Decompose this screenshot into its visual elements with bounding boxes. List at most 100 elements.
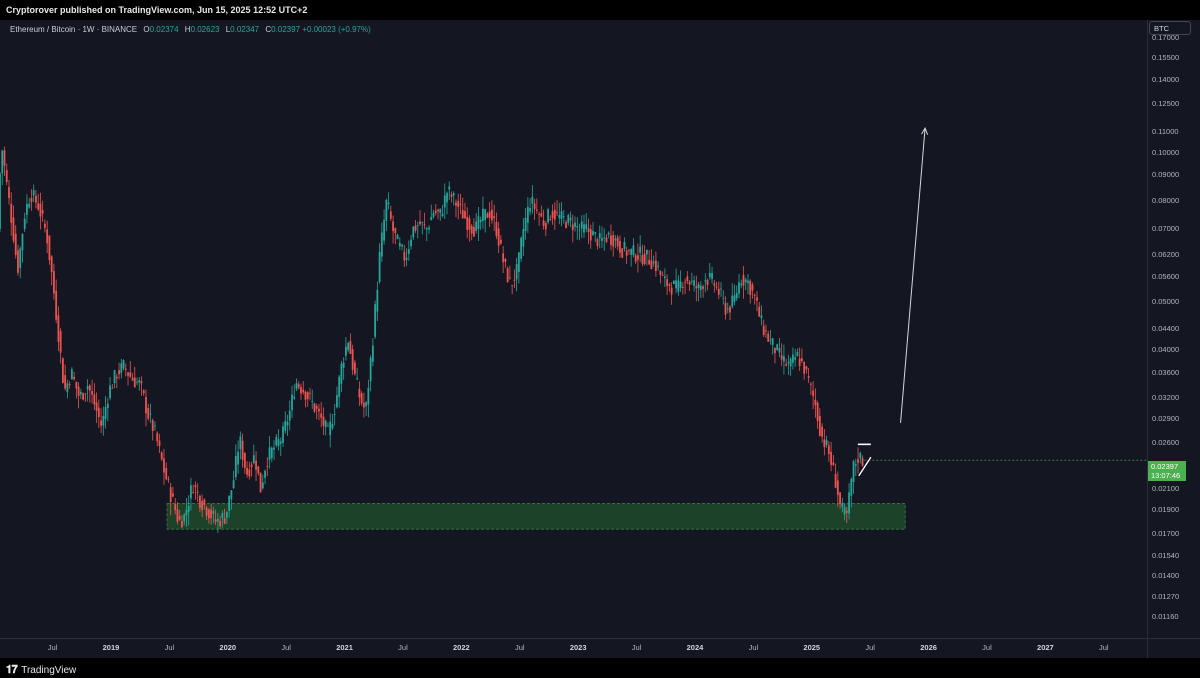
- candle-body: [852, 461, 855, 483]
- candle-body: [695, 286, 698, 289]
- candle-body: [783, 356, 785, 362]
- candle-body: [834, 474, 837, 488]
- candle-body: [288, 410, 291, 421]
- candle-body: [64, 375, 67, 389]
- candle-body: [374, 304, 377, 337]
- candle-body: [396, 235, 399, 240]
- candle-body: [362, 402, 365, 408]
- candle-body: [313, 403, 316, 412]
- candle-body: [246, 467, 248, 475]
- open-value: 0.02374: [149, 25, 179, 34]
- candle-body: [717, 288, 720, 295]
- candle-body: [140, 381, 143, 384]
- candle-body: [538, 213, 540, 215]
- candle-body: [569, 217, 572, 221]
- candle-body: [771, 338, 774, 345]
- candle-body: [389, 211, 392, 219]
- candle-body: [560, 211, 563, 219]
- candle-body: [154, 425, 156, 427]
- chart-area[interactable]: [0, 20, 1147, 638]
- candle-body: [160, 452, 163, 460]
- candle-body: [113, 370, 116, 383]
- candle-body: [338, 376, 341, 397]
- candle-body: [138, 380, 141, 383]
- change-value: +0.00023 (+0.97%): [302, 25, 371, 34]
- candle-body: [259, 472, 262, 493]
- high-value: 0.02623: [190, 25, 220, 34]
- candle-body: [587, 228, 590, 232]
- candle-body: [437, 209, 439, 212]
- footer-brand: TradingView: [21, 664, 77, 676]
- candle-body: [248, 469, 251, 477]
- candle-body: [28, 203, 31, 208]
- candle-body: [792, 354, 794, 363]
- time-axis[interactable]: [0, 638, 1147, 658]
- candle-body: [73, 376, 76, 380]
- candle-body: [82, 393, 85, 400]
- candle-body: [681, 286, 684, 288]
- candle-body: [439, 208, 442, 213]
- projection-arrow-line: [900, 128, 926, 423]
- candle-body: [666, 279, 669, 286]
- candle-body: [205, 507, 208, 516]
- time-tick-label: 2022: [453, 643, 470, 652]
- candle-body: [376, 289, 379, 312]
- candle-body: [484, 209, 487, 221]
- candle-body: [309, 393, 311, 394]
- price-tick-label: 0.02900: [1152, 414, 1180, 424]
- candle-body: [670, 287, 673, 295]
- candle-body: [809, 383, 812, 385]
- candle-body: [780, 355, 783, 360]
- candle-body: [747, 280, 749, 284]
- candle-body: [652, 261, 655, 264]
- candle-body: [821, 426, 824, 437]
- candle-body: [425, 228, 428, 230]
- candle-body: [488, 211, 491, 218]
- candle-body: [592, 231, 594, 236]
- candle-body: [239, 436, 242, 450]
- candle-body: [457, 200, 460, 207]
- candle-body: [491, 209, 493, 221]
- candle-body: [286, 421, 289, 426]
- candle-body: [583, 224, 585, 233]
- candle-body: [522, 229, 525, 247]
- candle-body: [506, 268, 509, 282]
- candle-body: [450, 194, 453, 197]
- candle-body: [679, 281, 682, 288]
- price-axis[interactable]: [1147, 20, 1200, 638]
- candle-body: [367, 387, 370, 405]
- candle-body: [684, 281, 686, 283]
- time-tick-label: 2019: [102, 643, 120, 652]
- candle-body: [733, 295, 736, 302]
- open-label: O: [143, 25, 150, 34]
- candle-body: [365, 402, 368, 407]
- candle-body: [86, 386, 89, 390]
- candle-body: [369, 357, 372, 382]
- candle-body: [515, 264, 518, 280]
- candle-body: [398, 243, 401, 247]
- currency-badge[interactable]: BTC: [1149, 21, 1191, 35]
- candle-body: [751, 284, 754, 291]
- candle-body: [794, 357, 797, 360]
- candle-body: [818, 415, 821, 436]
- candle-body: [133, 377, 136, 388]
- flag-bottom-line: [858, 456, 872, 477]
- candle-body: [183, 514, 186, 522]
- candle-body: [562, 216, 565, 218]
- price-tick-label: 0.11000: [1152, 126, 1179, 136]
- candle-body: [531, 196, 534, 204]
- publish-info: Cryptorover published on TradingView.com…: [6, 5, 308, 15]
- candle-body: [605, 237, 608, 242]
- price-tick-label: 0.06200: [1152, 250, 1180, 260]
- candle-body: [558, 215, 561, 219]
- time-tick-label: Jul: [1098, 643, 1109, 652]
- candle-body: [1, 150, 4, 174]
- candle-body: [32, 190, 35, 196]
- price-chart[interactable]: [0, 20, 1147, 638]
- price-tick-label: 0.02600: [1152, 437, 1180, 447]
- candle-body: [578, 229, 581, 231]
- candle-body: [576, 226, 579, 228]
- candle-body: [495, 221, 498, 237]
- candle-body: [639, 246, 642, 253]
- candle-body: [711, 272, 713, 279]
